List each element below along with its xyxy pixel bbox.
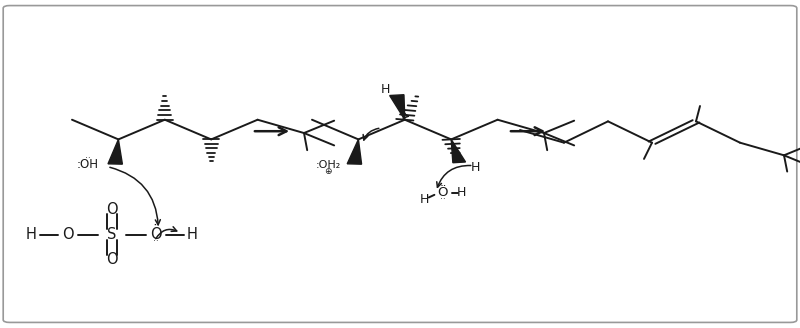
- Text: H: H: [26, 227, 37, 242]
- Text: :OH₂: :OH₂: [315, 160, 341, 170]
- Text: Ö: Ö: [437, 186, 448, 199]
- Text: O: O: [62, 227, 74, 242]
- Text: ⊕: ⊕: [324, 167, 332, 176]
- Text: O: O: [106, 252, 118, 267]
- Polygon shape: [347, 139, 362, 164]
- Polygon shape: [451, 139, 466, 163]
- Text: :OH: :OH: [77, 158, 99, 171]
- Text: ··: ··: [439, 195, 446, 205]
- Text: H: H: [457, 186, 466, 199]
- Text: H: H: [470, 161, 480, 174]
- FancyBboxPatch shape: [3, 6, 797, 322]
- Polygon shape: [390, 95, 405, 120]
- Text: H: H: [381, 83, 390, 96]
- Text: H: H: [419, 193, 429, 206]
- Text: O: O: [106, 202, 118, 217]
- Text: S: S: [107, 227, 117, 242]
- Text: ··: ··: [153, 237, 159, 246]
- Polygon shape: [108, 139, 122, 164]
- Text: H: H: [186, 227, 198, 242]
- Text: ··: ··: [85, 154, 91, 163]
- Text: Ö: Ö: [150, 227, 162, 242]
